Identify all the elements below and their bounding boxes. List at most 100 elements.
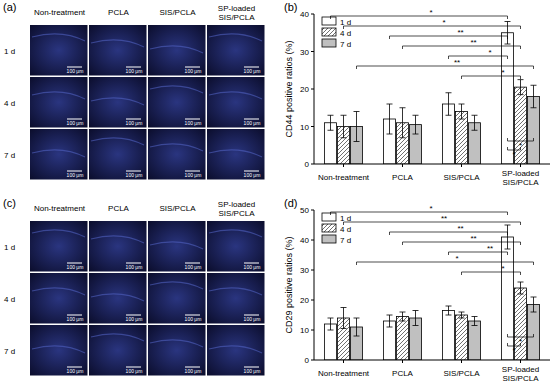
significance-label: **	[487, 244, 493, 253]
significance: **	[344, 214, 521, 225]
y-tick-label: 0	[305, 356, 310, 365]
tissue-texture	[150, 86, 203, 93]
y-tick	[311, 89, 314, 90]
row-label: 4 d	[4, 99, 15, 108]
legend-swatch	[322, 28, 336, 36]
y-tick	[311, 330, 314, 331]
plot-area	[325, 22, 540, 165]
tissue-texture	[32, 288, 85, 295]
error-bar	[531, 85, 537, 108]
significance-label: *	[512, 150, 515, 159]
x-tick	[520, 360, 521, 363]
significance: *	[508, 334, 534, 346]
scale-bar-label: 100 μm	[244, 368, 261, 374]
tissue-texture	[32, 230, 85, 237]
legend-label: 1 d	[340, 214, 351, 223]
significance: **	[403, 234, 521, 245]
row-label: 1 d	[4, 47, 15, 56]
x-tick	[461, 164, 462, 167]
legend-label: 7 d	[340, 236, 351, 245]
row-label: 7 d	[4, 347, 15, 356]
tissue-texture	[150, 340, 203, 347]
panel-label: (d)	[284, 197, 297, 209]
scale-bar-label: 100 μm	[67, 264, 84, 270]
error-bar	[328, 318, 334, 330]
error-bar	[472, 115, 478, 130]
tissue-texture	[32, 346, 85, 353]
legend-swatch	[322, 17, 336, 25]
y-tick	[311, 360, 314, 361]
y-tick	[311, 126, 314, 127]
micrograph	[89, 325, 147, 376]
scale-bar-label: 100 μm	[126, 120, 143, 126]
x-tick	[402, 164, 403, 167]
error-bar	[328, 115, 334, 130]
micrograph	[30, 273, 88, 324]
significance-label: *	[512, 346, 515, 355]
error-bar	[459, 104, 465, 119]
significance: *	[357, 254, 534, 265]
tissue-texture	[32, 34, 85, 41]
y-axis-label: CD44 positive ratios (%)	[284, 40, 294, 137]
tissue-texture	[209, 230, 262, 237]
micrograph	[207, 221, 265, 272]
scale-bar-label: 100 μm	[185, 120, 202, 126]
scale-bar-label: 100 μm	[185, 264, 202, 270]
significance-label: *	[501, 264, 504, 273]
y-tick	[311, 164, 314, 165]
bar	[515, 87, 527, 164]
scale-bar-label: 100 μm	[185, 172, 202, 178]
significance-label: *	[429, 204, 432, 213]
bar	[528, 305, 540, 361]
significance-label: *	[488, 48, 491, 57]
error-bar	[400, 312, 406, 321]
column-header: PCLA	[108, 8, 130, 17]
y-tick-label: 10	[300, 326, 309, 335]
error-bar	[413, 115, 419, 134]
column-header: SP-loadedSIS/PCLA	[218, 200, 255, 218]
legend-swatch	[322, 39, 336, 47]
significance-label: *	[519, 337, 522, 346]
significance: *	[344, 18, 521, 29]
error-bar	[387, 104, 393, 134]
significance-label: *	[429, 8, 432, 17]
legend-swatch	[322, 235, 336, 243]
significance-bracket	[357, 66, 534, 69]
bar	[502, 237, 514, 360]
column-header: Non-treatment	[34, 204, 86, 213]
micrograph	[148, 25, 206, 76]
x-tick-label: PCLA	[392, 173, 414, 182]
significance: **	[357, 58, 534, 69]
error-bar	[387, 315, 393, 327]
y-tick	[311, 240, 314, 241]
y-tick	[311, 14, 314, 15]
y-tick-label: 30	[300, 48, 309, 57]
error-bar	[446, 306, 452, 315]
figure: (a)Non-treatmentPCLASIS/PCLASP-loadedSIS…	[0, 0, 554, 389]
plot-area	[325, 225, 540, 360]
tissue-texture	[32, 150, 85, 157]
text-line: SIS/PCLA	[502, 178, 539, 187]
tissue-texture	[209, 346, 262, 353]
bar-chart: (b)CD44 positive ratios (%)010203040Non-…	[284, 1, 550, 187]
text-line: SP-loaded	[218, 4, 255, 13]
y-tick	[311, 300, 314, 301]
micrograph	[89, 77, 147, 128]
significance-label: *	[501, 68, 504, 77]
scale-bar-label: 100 μm	[185, 316, 202, 322]
scale-bar-label: 100 μm	[244, 172, 261, 178]
legend-label: 7 d	[340, 40, 351, 49]
micrograph	[148, 273, 206, 324]
tissue-texture	[91, 40, 144, 47]
error-bar	[413, 311, 419, 326]
scale-bar-label: 100 μm	[126, 368, 143, 374]
y-tick	[311, 210, 314, 211]
significance-label: **	[457, 28, 463, 37]
tissue-texture	[209, 150, 262, 157]
error-bar	[505, 22, 511, 45]
text-line: SIS/PCLA	[218, 209, 255, 218]
scale-bar-label: 100 μm	[126, 264, 143, 270]
significance-bracket	[462, 272, 521, 275]
scale-bar-label: 100 μm	[244, 264, 261, 270]
panel-label: (c)	[3, 197, 16, 209]
